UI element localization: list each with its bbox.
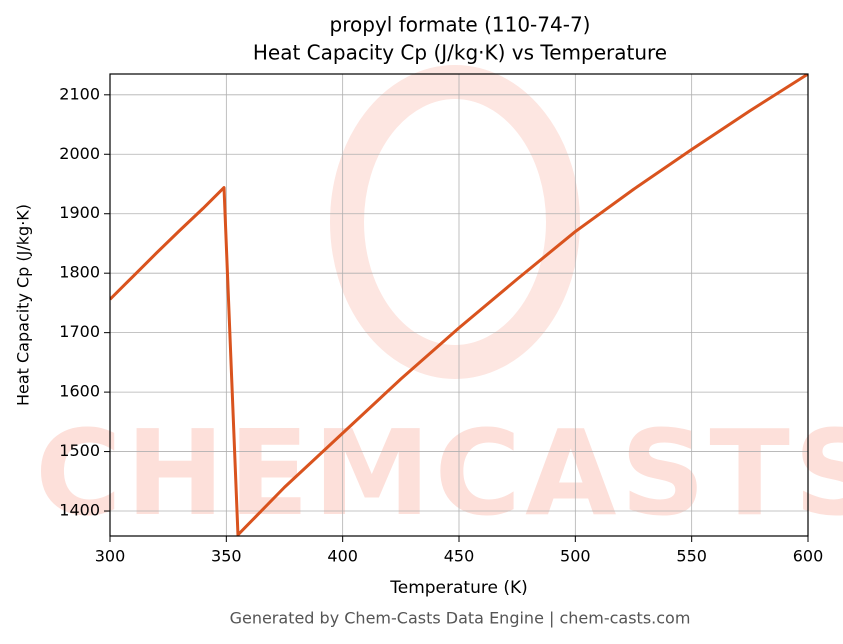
x-tick-label: 600: [793, 547, 824, 566]
chart-subtitle: Heat Capacity Cp (J/kg·K) vs Temperature: [253, 41, 667, 65]
data-line: [110, 74, 808, 536]
x-tick-label: 500: [560, 547, 591, 566]
watermark-logo: [330, 65, 580, 379]
y-tick-label: 2000: [59, 144, 100, 163]
y-tick-label: 1500: [59, 441, 100, 460]
x-tick-label: 400: [327, 547, 358, 566]
x-tick-label: 300: [95, 547, 126, 566]
y-tick-label: 1700: [59, 322, 100, 341]
x-tick-label: 350: [211, 547, 242, 566]
y-tick-label: 2100: [59, 84, 100, 103]
chart-title: propyl formate (110-74-7): [330, 13, 591, 37]
y-tick-label: 1400: [59, 501, 100, 520]
y-tick-label: 1600: [59, 382, 100, 401]
watermark: CHEMCASTS: [35, 404, 843, 542]
y-tick-label: 1800: [59, 263, 100, 282]
plot-frame: [109, 73, 809, 537]
x-tick-label: 450: [444, 547, 475, 566]
footer: Generated by Chem-Casts Data Engine | ch…: [230, 609, 691, 628]
y-tick-label: 1900: [59, 203, 100, 222]
y-axis-label: Heat Capacity Cp (J/kg·K): [14, 204, 33, 406]
x-tick-label: 550: [676, 547, 707, 566]
x-axis-label: Temperature (K): [389, 578, 528, 598]
